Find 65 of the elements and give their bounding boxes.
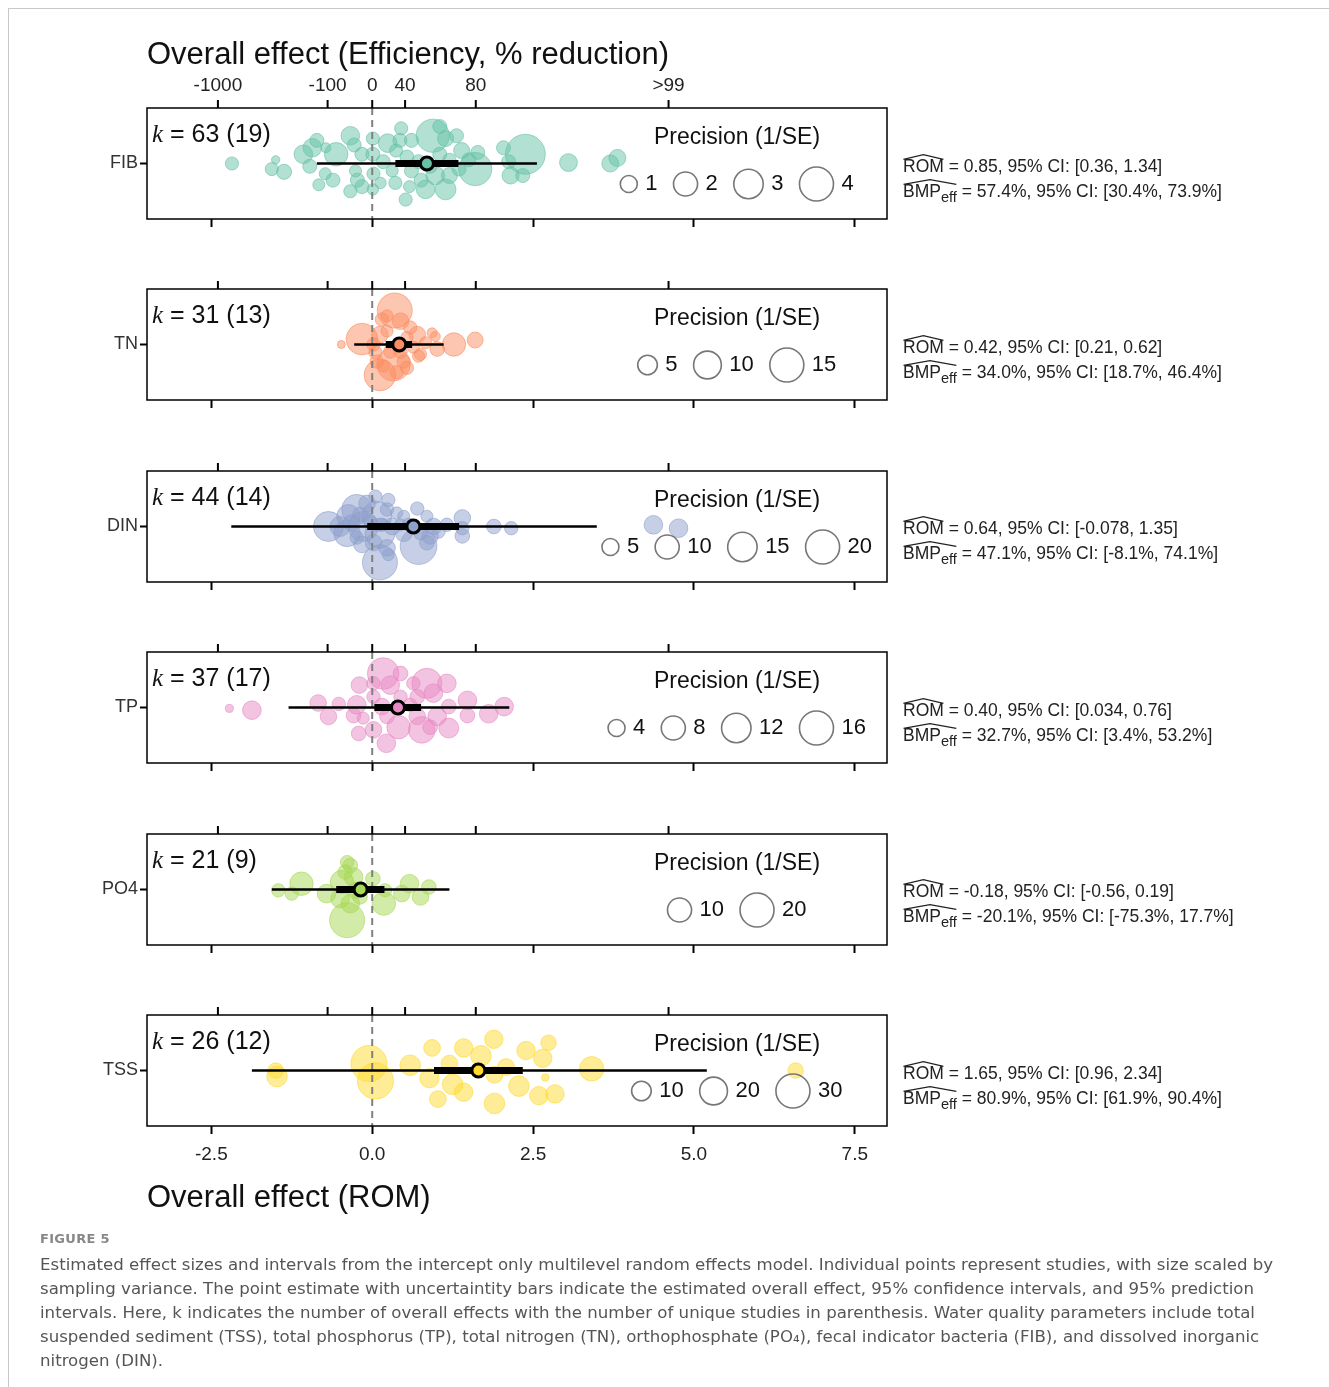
legend-label: 2: [705, 170, 718, 196]
caption: FIGURE 5: [40, 1230, 111, 1248]
text: >99: [652, 74, 685, 96]
legend-label: 30: [817, 1077, 843, 1103]
text: BMP$_{eff}$ = 32.7%, 95% CI: [3.4%, 53.2%]: [903, 723, 1213, 751]
text: BMP$_{eff}$ = 34.0%, 95% CI: [18.7%, 46.4%]: [903, 360, 1222, 388]
text: ROM = 0.64, 95% CI: [-0.078, 1.35]: [903, 517, 1178, 541]
text: 0: [366, 74, 378, 96]
legend-label: 3: [771, 170, 784, 196]
text: 40: [394, 74, 416, 96]
legend-label: 1: [645, 170, 658, 196]
text: 80: [465, 74, 487, 96]
legend-label: 12: [759, 714, 784, 740]
text: ROM = 0.40, 95% CI: [0.034, 0.76]: [903, 698, 1172, 722]
x-axis-title: Overall effect (ROM): [147, 1178, 431, 1214]
text: -100: [308, 74, 347, 96]
legend-label: 15: [765, 532, 790, 558]
legend-label: 10: [659, 1077, 684, 1103]
text: FIB: [109, 152, 138, 173]
legend-label: 10: [699, 895, 725, 921]
text: ROM = 1.65, 95% CI: [0.96, 2.34]: [903, 1061, 1163, 1085]
text: ROM = 0.42, 95% CI: [0.21, 0.62]: [903, 335, 1163, 359]
x-tick-label: 2.5: [519, 1142, 547, 1164]
legend-title: Precision (1/SE): [653, 304, 821, 331]
legend-title: Precision (1/SE): [653, 848, 821, 875]
annotation: k = 31 (13): [152, 300, 271, 329]
text: -1000: [193, 74, 243, 96]
legend-title: Precision (1/SE): [653, 1030, 821, 1057]
legend-label: 4: [633, 714, 646, 740]
legend-title: Precision (1/SE): [653, 123, 821, 150]
text: Estimated effect sizes and intervals from the intercept only multilevel random effects model. Individual points represent studies, with size scaled by sampling variance. The point estimate with uncertaintity bars indicate the estimated overall effect, 95% confidence intervals, and 95% prediction intervals. Here, k indicates the number of overall effects with the number of unique studies in parenthesis. Water quality parameters include total suspended sediment (TSS), total phosphorus (TP), total nitrogen (TN), orthophosphate (PO₄), fecal indicator bacteria (FIB), and dissolved inorganic nitrogen (DIN).: [40, 1254, 1275, 1372]
text: TSS: [102, 1059, 138, 1080]
legend-title: Precision (1/SE): [653, 667, 821, 694]
text: BMP$_{eff}$ = -20.1%, 95% CI: [-75.3%, 17.7%]: [903, 905, 1234, 932]
legend-label: 5: [626, 532, 640, 558]
text: TN: [114, 333, 138, 354]
annotation: k = 44 (14): [152, 481, 271, 510]
text: BMP$_{eff}$ = 80.9%, 95% CI: [61.9%, 90.4%]: [903, 1086, 1222, 1113]
legend-label: 20: [735, 1077, 760, 1103]
text: DIN: [107, 515, 138, 536]
legend-label: 15: [811, 351, 837, 377]
legend-title: Precision (1/SE): [653, 486, 821, 513]
legend-label: 10: [729, 351, 754, 377]
legend-label: 20: [782, 895, 807, 921]
legend-label: 20: [847, 532, 873, 558]
x-tick-label: 5.0: [680, 1142, 708, 1164]
annotation: k = 26 (12): [152, 1025, 271, 1054]
text: ROM = -0.18, 95% CI: [-0.56, 0.19]: [903, 880, 1174, 904]
legend-label: 10: [687, 532, 712, 558]
annotation: k = 63 (19): [152, 118, 271, 147]
legend-label: 4: [841, 170, 854, 196]
legend-label: 8: [693, 714, 706, 740]
legend-label: 16: [841, 714, 866, 740]
text: BMP$_{eff}$ = 47.1%, 95% CI: [-8.1%, 74.1%]: [903, 542, 1219, 569]
annotation: k = 21 (9): [152, 844, 257, 873]
text: ROM = 0.85, 95% CI: [0.36, 1.34]: [903, 154, 1163, 178]
annotation: k = 37 (17): [152, 663, 271, 692]
chart-title: Overall effect (Efficiency, % reduction): [147, 35, 670, 71]
legend-label: 5: [665, 351, 678, 377]
text: TP: [114, 696, 138, 717]
text: PO4: [101, 878, 138, 899]
x-tick-label: -2.5: [194, 1142, 228, 1164]
text: BMP$_{eff}$ = 57.4%, 95% CI: [30.4%, 73.9%]: [903, 179, 1222, 206]
x-tick-label: 7.5: [841, 1142, 869, 1164]
x-tick-label: 0.0: [359, 1142, 386, 1164]
